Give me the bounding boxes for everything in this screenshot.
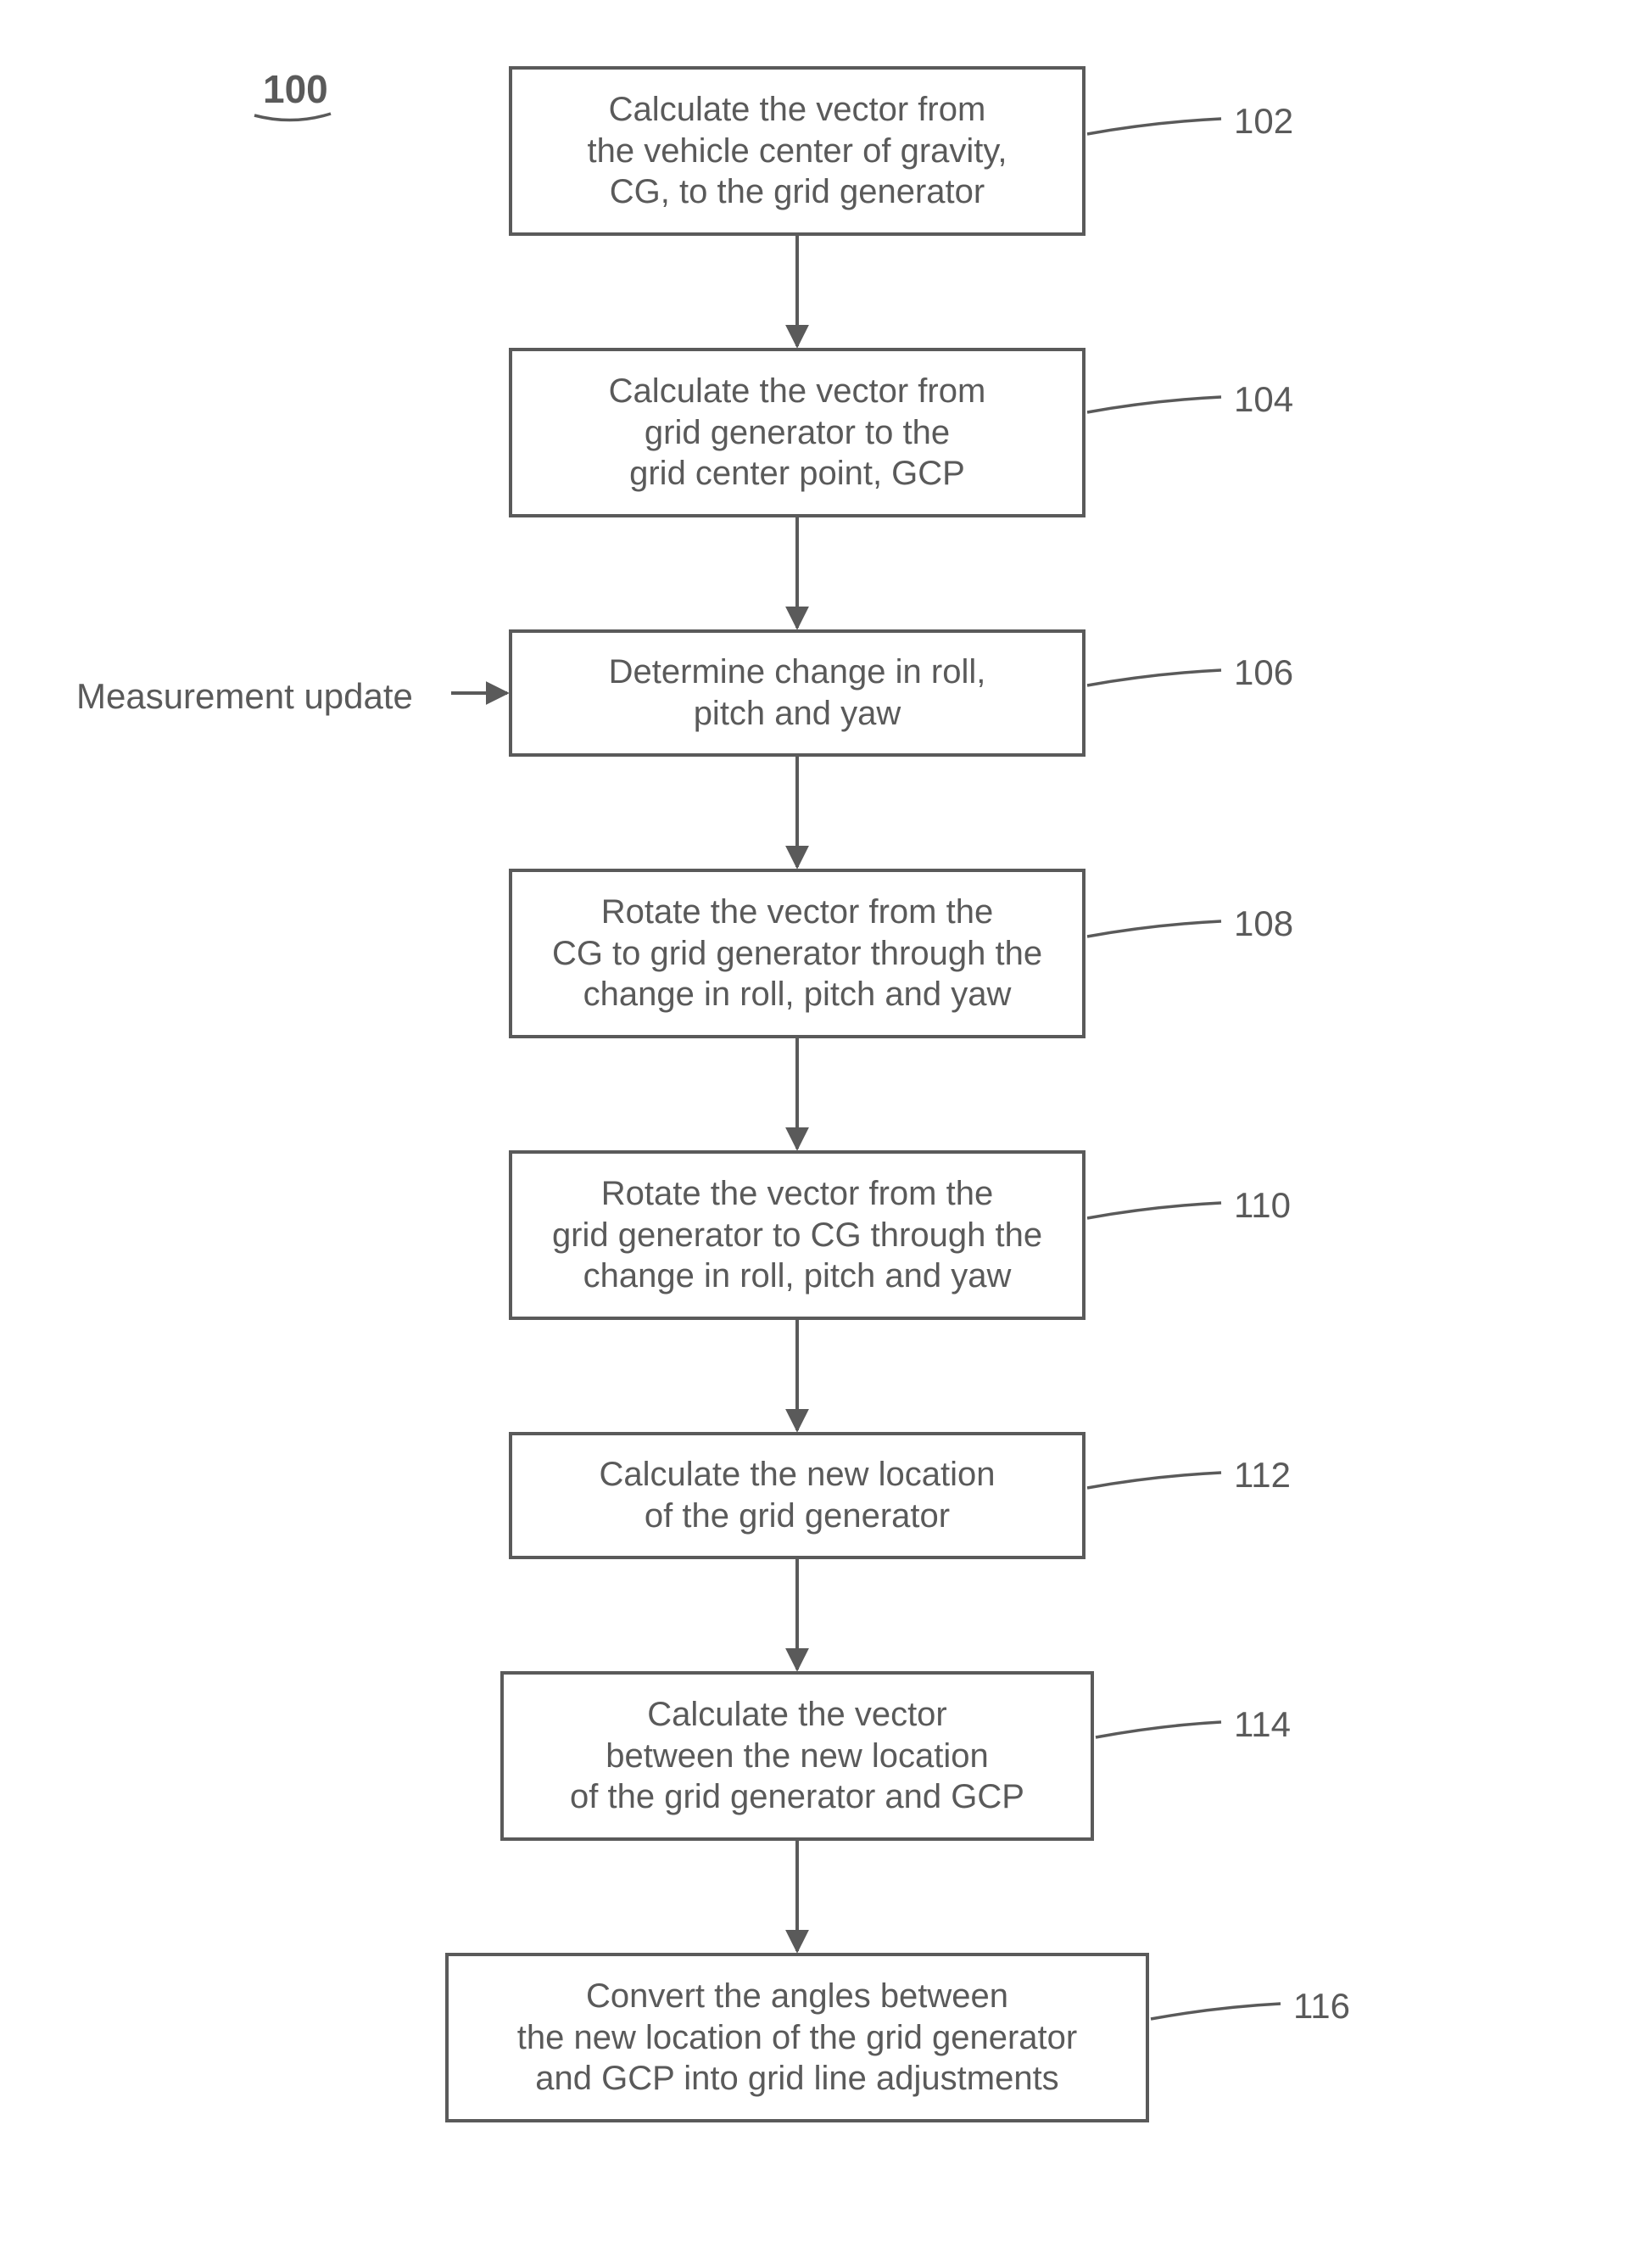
- diagram-ref-label: 100: [263, 66, 328, 113]
- flow-node-n102: Calculate the vector fromthe vehicle cen…: [509, 66, 1086, 236]
- ref-leader-102: [1087, 119, 1221, 134]
- flow-node-text: Calculate the new locationof the grid ge…: [600, 1454, 996, 1537]
- flow-node-n112: Calculate the new locationof the grid ge…: [509, 1432, 1086, 1559]
- ref-leader-110: [1087, 1203, 1221, 1218]
- ref-leader-116: [1151, 2004, 1281, 2019]
- flow-node-n108: Rotate the vector from theCG to grid gen…: [509, 869, 1086, 1038]
- flow-node-n106: Determine change in roll,pitch and yaw: [509, 629, 1086, 757]
- ref-label-110: 110: [1234, 1184, 1291, 1227]
- ref-label-116: 116: [1293, 1985, 1350, 2027]
- ref-label-108: 108: [1234, 903, 1293, 945]
- flow-node-text: Rotate the vector from thegrid generator…: [552, 1173, 1042, 1297]
- ref-label-112: 112: [1234, 1454, 1291, 1496]
- ref-label-104: 104: [1234, 378, 1293, 421]
- ref-label-114: 114: [1234, 1703, 1291, 1746]
- flow-node-text: Rotate the vector from theCG to grid gen…: [552, 892, 1042, 1015]
- flow-node-text: Determine change in roll,pitch and yaw: [609, 651, 986, 735]
- flow-node-n110: Rotate the vector from thegrid generator…: [509, 1150, 1086, 1320]
- ref-leader-112: [1087, 1473, 1221, 1488]
- flowchart-canvas: Calculate the vector fromthe vehicle cen…: [0, 0, 1652, 2248]
- flow-node-n114: Calculate the vectorbetween the new loca…: [500, 1671, 1094, 1841]
- ref-leader-108: [1087, 921, 1221, 937]
- flow-node-n104: Calculate the vector fromgrid generator …: [509, 348, 1086, 517]
- ref-leader-114: [1096, 1722, 1221, 1737]
- ref-label-106: 106: [1234, 651, 1293, 694]
- flow-node-n116: Convert the angles betweenthe new locati…: [445, 1953, 1149, 2122]
- flow-node-text: Convert the angles betweenthe new locati…: [517, 1976, 1077, 2100]
- flow-node-text: Calculate the vector fromthe vehicle cen…: [587, 89, 1007, 213]
- diagram-ref-underline: [254, 114, 331, 120]
- ref-label-102: 102: [1234, 100, 1293, 143]
- side-input-label: Measurement update: [76, 675, 413, 718]
- ref-leader-106: [1087, 670, 1221, 685]
- flow-node-text: Calculate the vector fromgrid generator …: [609, 371, 986, 495]
- flowchart-svg: [0, 0, 1652, 2248]
- flow-node-text: Calculate the vectorbetween the new loca…: [570, 1694, 1024, 1818]
- ref-leader-104: [1087, 397, 1221, 412]
